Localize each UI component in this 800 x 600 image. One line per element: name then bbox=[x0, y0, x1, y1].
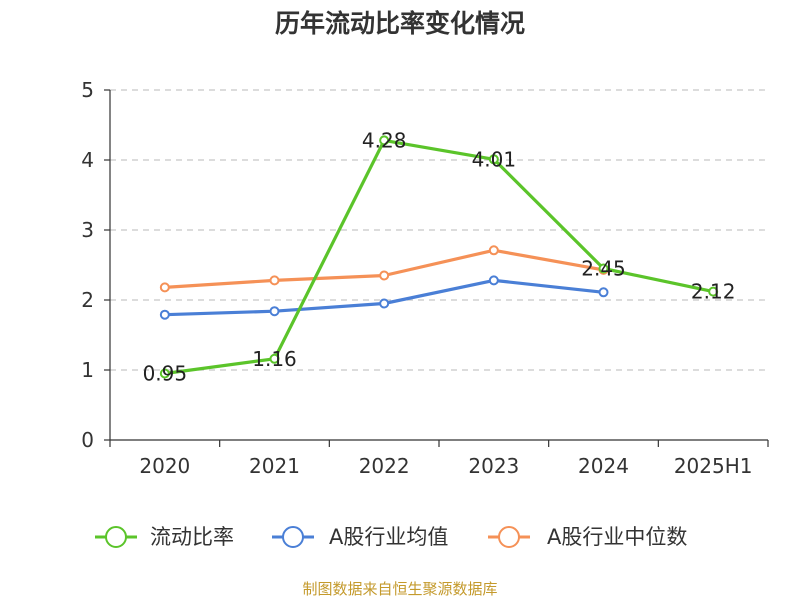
data-point[interactable] bbox=[598, 287, 609, 298]
data-point[interactable] bbox=[379, 270, 390, 281]
series-lines bbox=[159, 135, 719, 379]
legend-marker bbox=[105, 526, 127, 548]
data-label: 4.28 bbox=[362, 128, 407, 152]
legend-marker bbox=[498, 526, 520, 548]
y-tick-label: 3 bbox=[81, 218, 94, 242]
x-tick-label: 2022 bbox=[359, 454, 410, 478]
series-line-1 bbox=[164, 278, 604, 317]
data-point[interactable] bbox=[159, 309, 170, 320]
data-point[interactable] bbox=[269, 306, 280, 317]
data-label: 1.16 bbox=[252, 347, 297, 371]
source-note: 制图数据来自恒生聚源数据库 bbox=[302, 580, 498, 598]
legend-item[interactable]: A股行业中位数 bbox=[488, 525, 687, 549]
legend: 流动比率 A股行业均值 A股行业中位数 bbox=[95, 525, 687, 549]
data-point[interactable] bbox=[159, 282, 170, 293]
x-tick-label: 2023 bbox=[468, 454, 519, 478]
axes: 0 1 2 3 4 5 2020 2021 2022 2023 2024 2025H1 bbox=[81, 78, 769, 478]
legend-item[interactable]: 流动比率 bbox=[95, 525, 234, 549]
y-tick-label: 4 bbox=[81, 148, 94, 172]
x-tick-label: 2020 bbox=[139, 454, 190, 478]
data-label: 2.45 bbox=[581, 257, 626, 281]
legend-label: A股行业均值 bbox=[329, 525, 448, 549]
data-point[interactable] bbox=[708, 286, 719, 297]
x-tick-label: 2024 bbox=[578, 454, 629, 478]
y-tick-label: 0 bbox=[81, 428, 94, 452]
data-label: 4.01 bbox=[472, 147, 517, 171]
y-tick-label: 5 bbox=[81, 78, 94, 102]
data-point[interactable] bbox=[488, 154, 499, 165]
chart-title: 历年流动比率变化情况 bbox=[274, 9, 525, 38]
legend-label: A股行业中位数 bbox=[547, 525, 687, 549]
series-line-2 bbox=[164, 248, 604, 289]
data-point[interactable] bbox=[159, 368, 170, 379]
data-label: 0.95 bbox=[143, 362, 188, 386]
y-tick-label: 1 bbox=[81, 358, 94, 382]
y-tick-label: 2 bbox=[81, 288, 94, 312]
x-tick-label: 2021 bbox=[249, 454, 300, 478]
data-point[interactable] bbox=[269, 275, 280, 286]
series-line-0 bbox=[164, 138, 714, 376]
data-point[interactable] bbox=[379, 135, 390, 146]
data-point[interactable] bbox=[269, 353, 280, 364]
legend-label: 流动比率 bbox=[150, 525, 234, 549]
data-point[interactable] bbox=[488, 245, 499, 256]
legend-marker bbox=[282, 526, 304, 548]
data-point[interactable] bbox=[598, 263, 609, 274]
data-label: 2.12 bbox=[691, 280, 736, 304]
x-tick-label: 2025H1 bbox=[674, 454, 753, 478]
grid-lines bbox=[110, 89, 768, 371]
legend-item[interactable]: A股行业均值 bbox=[272, 525, 448, 549]
data-point[interactable] bbox=[379, 298, 390, 309]
data-labels: 0.95 1.16 4.28 4.01 2.45 2.12 bbox=[143, 128, 736, 385]
data-point[interactable] bbox=[488, 275, 499, 286]
